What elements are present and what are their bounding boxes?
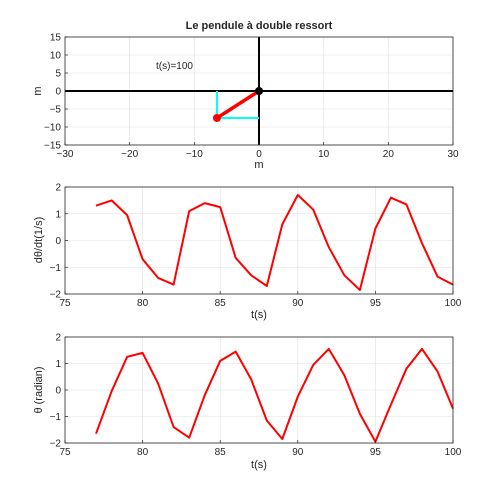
y-tick-label: −5	[50, 105, 62, 116]
x-tick-label: −20	[121, 149, 138, 160]
y-tick-label: 1	[55, 359, 61, 370]
pendulum-pivot	[255, 87, 263, 95]
x-tick-label: 75	[59, 447, 71, 458]
tick-labels: 75 80 85 90 95 100 −2 −1 0 1 2	[50, 183, 462, 310]
series	[95, 347, 454, 443]
y-tick-label: 10	[50, 51, 62, 62]
x-axis-label: t(s)	[251, 459, 267, 471]
pendulum-mass	[212, 114, 221, 122]
y-axis-label: m	[32, 86, 44, 95]
x-tick-label: 95	[370, 298, 382, 309]
y-tick-label: 1	[55, 209, 61, 220]
x-axis-label: m	[254, 159, 263, 171]
y-tick-label: −10	[44, 123, 61, 134]
angle-axes: 75 80 85 90 95 100 −2 −1 0 1 2 t(s) θ (radian)	[33, 333, 462, 472]
tick-labels: 75 80 85 90 95 100 −2 −1 0 1 2	[50, 333, 462, 459]
x-tick-label: 20	[383, 149, 395, 160]
x-tick-label: 10	[318, 149, 330, 160]
x-tick-label: 80	[137, 298, 149, 309]
x-tick-label: 90	[292, 298, 304, 309]
y-tick-label: 5	[55, 69, 61, 80]
pendulum-drawing	[65, 37, 453, 145]
series-line	[95, 194, 454, 291]
y-tick-label: −15	[44, 141, 61, 152]
x-tick-label: 80	[137, 447, 149, 458]
x-tick-label: 85	[215, 298, 227, 309]
y-tick-label: 2	[55, 333, 61, 344]
series-line	[95, 347, 454, 443]
x-tick-label: 0	[256, 149, 262, 160]
x-tick-label: 75	[59, 298, 71, 309]
y-axis-label: dθ/dt(1/s)	[33, 217, 45, 263]
y-axis-label: θ (radian)	[33, 366, 45, 413]
time-annotation: t(s)=100	[156, 61, 193, 72]
pendulum-rod	[215, 89, 261, 120]
x-tick-label: 85	[215, 447, 227, 458]
y-tick-label: −2	[50, 439, 62, 450]
x-tick-label: 100	[445, 447, 462, 458]
x-tick-label: 100	[445, 298, 462, 309]
y-tick-label: −2	[50, 290, 62, 301]
angular-velocity-axes: 75 80 85 90 95 100 −2 −1 0 1 2 t(s) dθ/dt(1/s)	[33, 183, 462, 322]
tick-labels: −30 −20 −10 0 10 20 30 −15 −10 −5 0 5 10 15	[44, 33, 459, 161]
chart-title: Le pendule à double ressort	[186, 20, 333, 32]
y-tick-label: 15	[50, 33, 62, 44]
x-tick-label: −30	[57, 149, 74, 160]
x-tick-label: −10	[186, 149, 203, 160]
pendulum-axes: −30 −20 −10 0 10 20 30 −15 −10 −5 0 5 10 15 Le pendul…	[32, 20, 459, 171]
x-tick-label: 90	[292, 447, 304, 458]
x-tick-label: 95	[370, 447, 382, 458]
y-tick-label: −1	[50, 263, 62, 274]
y-tick-label: −1	[50, 412, 62, 423]
x-axis-label: t(s)	[251, 309, 267, 321]
series	[95, 194, 454, 291]
y-tick-label: 0	[55, 386, 61, 397]
y-tick-label: 2	[55, 183, 61, 194]
x-tick-label: 30	[447, 149, 459, 160]
y-tick-label: 0	[55, 236, 61, 247]
y-tick-label: 0	[55, 87, 61, 98]
